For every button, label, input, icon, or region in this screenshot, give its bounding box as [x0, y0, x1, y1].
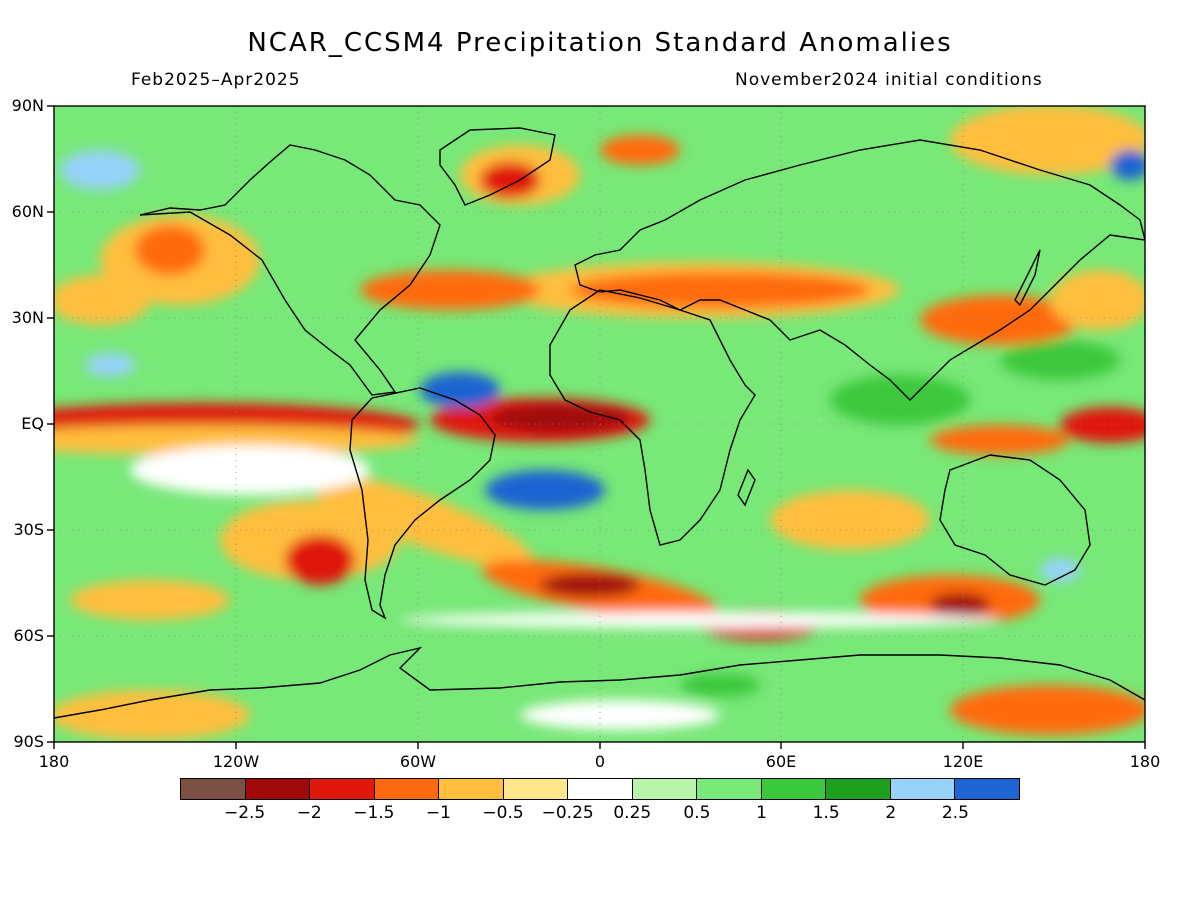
- colorbar-swatch: [374, 779, 440, 799]
- lon-label: 180: [38, 752, 70, 771]
- coastline-madagascar: [737, 468, 756, 507]
- lat-label: 30S: [13, 520, 44, 539]
- anomaly-field: [1040, 558, 1080, 582]
- anomaly-field: [480, 162, 540, 198]
- anomaly-field: [420, 372, 500, 408]
- colorbar-label: 1.5: [812, 803, 840, 823]
- lat-label: 90N: [11, 96, 44, 115]
- anomaly-field: [54, 275, 150, 325]
- forecast-period: Feb2025–Apr2025: [131, 70, 301, 90]
- anomaly-field: [950, 106, 1145, 175]
- colorbar-swatch: [245, 779, 311, 799]
- colorbar-swatch: [890, 779, 956, 799]
- anomaly-field: [1060, 407, 1145, 443]
- colorbar-label: −1.5: [353, 803, 395, 823]
- anomaly-field: [520, 700, 720, 730]
- colorbar-swatch: [181, 779, 246, 799]
- coastline-greenland: [439, 127, 556, 206]
- colorbar-label: −1: [425, 803, 451, 823]
- anomaly-field: [920, 295, 1080, 345]
- anomaly-field: [70, 580, 230, 620]
- colorbar-label: 0.25: [613, 803, 652, 823]
- colorbar-swatch: [955, 779, 1019, 799]
- coastline-japan: [1014, 249, 1041, 307]
- lon-label: 120E: [942, 752, 984, 771]
- graticule: [54, 106, 1145, 742]
- anomaly-field: [85, 353, 135, 377]
- initial-conditions: November2024 initial conditions: [735, 70, 1043, 90]
- map-title: NCAR_CCSM4 Precipitation Standard Anomal…: [247, 28, 953, 58]
- anomaly-field: [1050, 270, 1145, 330]
- anomaly-field: [135, 225, 205, 275]
- colorbar-label: 2: [885, 803, 897, 823]
- coastline-antarctica: [54, 646, 1145, 719]
- axis-ticks: [47, 105, 1146, 749]
- anomaly-field: [60, 150, 140, 190]
- anomaly-field: [930, 425, 1070, 455]
- lat-label: 30N: [11, 308, 44, 327]
- colorbar: [180, 778, 1020, 800]
- coastlines: [54, 127, 1145, 719]
- anomaly-field: [400, 612, 1000, 628]
- coastline-australia: [939, 454, 1091, 586]
- anomaly-field: [950, 685, 1145, 735]
- colorbar-label: −0.25: [541, 803, 594, 823]
- anomaly-field: [540, 573, 640, 597]
- lat-label: 90S: [13, 732, 44, 751]
- anomaly-field: [360, 270, 540, 310]
- anomaly-field: [285, 535, 355, 585]
- lon-label: 60W: [399, 752, 437, 771]
- colorbar-swatch: [310, 779, 375, 799]
- coastline-africa: [549, 289, 756, 546]
- colorbar-swatch: [632, 779, 698, 799]
- lon-label: 0: [594, 752, 606, 771]
- anomaly-field: [54, 690, 250, 740]
- anomaly-field: [490, 404, 630, 432]
- coastline-south-america: [349, 387, 496, 620]
- lat-label: EQ: [21, 414, 44, 433]
- colorbar-label: −2.5: [223, 803, 266, 823]
- colorbar-label: 2.5: [941, 803, 969, 823]
- anomaly-field: [1110, 150, 1145, 180]
- anomaly-field: [830, 375, 970, 425]
- coastline-north-america: [139, 144, 441, 396]
- colorbar-swatch: [568, 779, 633, 799]
- anomaly-field: [770, 490, 930, 550]
- lon-label: 180: [1129, 752, 1161, 771]
- anomaly-field: [54, 425, 420, 455]
- lat-label: 60N: [11, 202, 44, 221]
- colorbar-label: −0.5: [482, 803, 524, 823]
- anomaly-field: [680, 673, 760, 697]
- anomaly-field: [1000, 340, 1120, 380]
- colorbar-swatch: [439, 779, 504, 799]
- colorbar-swatch: [697, 779, 762, 799]
- anomaly-field: [130, 445, 370, 495]
- anomaly-field: [600, 135, 680, 165]
- lon-label: 60E: [765, 752, 797, 771]
- colorbar-label: 0.5: [683, 803, 711, 823]
- colorbar-label: 1: [756, 803, 767, 823]
- colorbar-label: −2: [296, 803, 322, 823]
- lon-label: 120W: [212, 752, 260, 771]
- colorbar-swatch: [503, 779, 569, 799]
- anomaly-field: [485, 470, 605, 510]
- colorbar-swatch: [826, 779, 891, 799]
- coastline-eurasia: [574, 139, 1145, 401]
- lat-label: 60S: [13, 626, 44, 645]
- anomaly-field: [930, 593, 990, 617]
- colorbar-swatch: [761, 779, 827, 799]
